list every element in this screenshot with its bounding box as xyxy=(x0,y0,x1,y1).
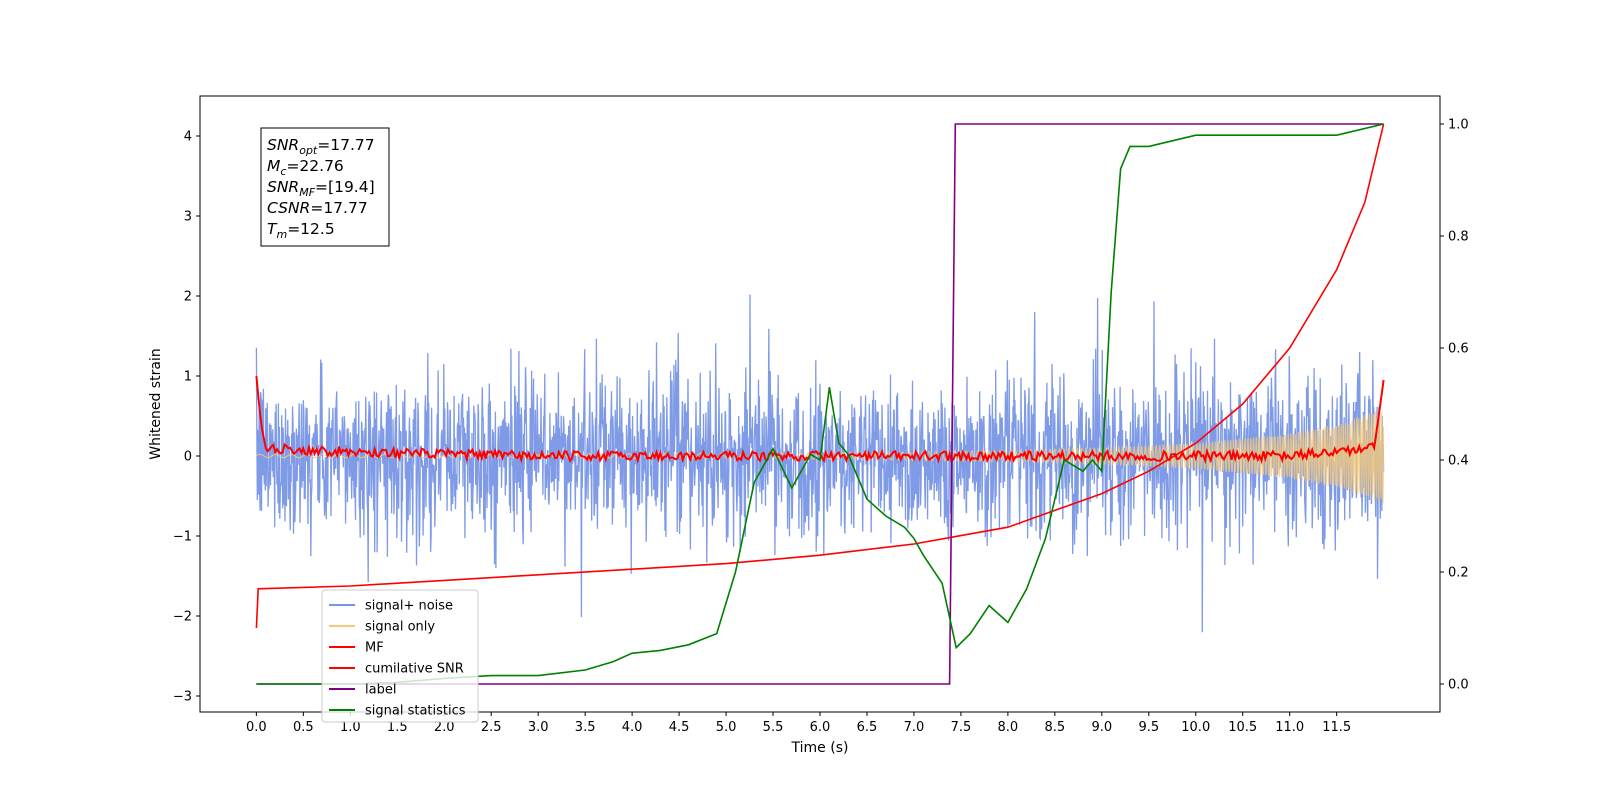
series-signal-statistics-line xyxy=(256,123,1384,685)
plot-content xyxy=(255,123,1385,685)
y-tick-label-left: −1 xyxy=(173,530,192,545)
y-tick-label-right: 0.4 xyxy=(1448,454,1469,469)
x-tick-label: 3.5 xyxy=(575,720,596,735)
x-tick-label: 9.5 xyxy=(1138,720,1159,735)
x-tick-label: 2.0 xyxy=(434,720,455,735)
legend: signal+ noise signal only MF cumilative SNR… xyxy=(321,589,479,723)
legend-label: signal only xyxy=(365,620,435,635)
x-tick-label: 0.0 xyxy=(246,720,267,735)
x-tick-label: 8.0 xyxy=(998,720,1019,735)
y-tick-label-right: 0.2 xyxy=(1448,566,1469,581)
y-tick-label-left: −3 xyxy=(173,690,192,705)
x-tick-label: 3.0 xyxy=(528,720,549,735)
y-axis-label: Whitened strain xyxy=(148,348,164,459)
info-line: SNRMF=[19.4] xyxy=(267,178,375,199)
x-tick-label: 0.5 xyxy=(293,720,314,735)
y-tick-label-left: 1 xyxy=(184,370,192,385)
series-mf-line xyxy=(255,375,1385,465)
legend-label: signal+ noise xyxy=(365,599,453,614)
x-tick-label: 5.0 xyxy=(716,720,737,735)
y-tick-label-left: 4 xyxy=(184,130,192,145)
x-tick-label: 4.5 xyxy=(669,720,690,735)
x-tick-label: 9.0 xyxy=(1091,720,1112,735)
legend-label: signal statistics xyxy=(365,704,466,719)
y-tick-label-left: 0 xyxy=(184,450,192,465)
y-tick-label-left: −2 xyxy=(173,610,192,625)
y-tick-label-right: 0.8 xyxy=(1448,230,1469,245)
y-ticks-left: −3 −2 −1 0 1 2 3 4 xyxy=(173,130,200,705)
y-tick-label-right: 0.0 xyxy=(1448,678,1469,693)
y-tick-label-right: 0.6 xyxy=(1448,342,1469,357)
legend-label: label xyxy=(365,683,396,698)
legend-label: MF xyxy=(365,641,384,656)
y-tick-label-left: 3 xyxy=(184,210,192,225)
info-box: SNRopt=17.77Mc=22.76SNRMF=[19.4]CSNR=17.… xyxy=(260,127,390,247)
y-tick-label-right: 1.0 xyxy=(1448,118,1469,133)
y-ticks-right: 0.0 0.2 0.4 0.6 0.8 1.0 xyxy=(1440,118,1469,693)
series-signal-noise-line xyxy=(255,294,1385,633)
x-tick-label: 8.5 xyxy=(1045,720,1066,735)
series-cumilative-snr-line xyxy=(255,123,1385,629)
x-tick-label: 1.0 xyxy=(340,720,361,735)
x-tick-label: 7.5 xyxy=(951,720,972,735)
x-tick-label: 11.0 xyxy=(1275,720,1304,735)
info-line: Tm=12.5 xyxy=(267,220,335,241)
x-tick-label: 10.5 xyxy=(1228,720,1257,735)
info-line: CSNR=17.77 xyxy=(267,199,368,217)
x-tick-label: 6.5 xyxy=(857,720,878,735)
info-line: SNRopt=17.77 xyxy=(267,136,375,157)
legend-frame xyxy=(321,589,479,723)
x-tick-label: 6.0 xyxy=(810,720,831,735)
x-ticks: 0.0 0.5 1.0 1.5 2.0 2.5 3.0 3.5 4.0 4.5 5.0 5.5 6.0 6… xyxy=(246,712,1351,735)
info-box-frame xyxy=(260,127,390,247)
legend-label: cumilative SNR xyxy=(365,662,464,677)
x-tick-label: 4.0 xyxy=(622,720,643,735)
x-axis-label: Time (s) xyxy=(791,740,849,756)
x-tick-label: 5.5 xyxy=(763,720,784,735)
x-tick-label: 2.5 xyxy=(481,720,502,735)
x-tick-label: 1.5 xyxy=(387,720,408,735)
x-tick-label: 7.0 xyxy=(904,720,925,735)
info-line: Mc=22.76 xyxy=(267,157,344,178)
x-tick-label: 10.0 xyxy=(1181,720,1210,735)
series-label-line xyxy=(256,123,1384,685)
x-tick-label: 11.5 xyxy=(1322,720,1351,735)
y-tick-label-left: 2 xyxy=(184,290,192,305)
